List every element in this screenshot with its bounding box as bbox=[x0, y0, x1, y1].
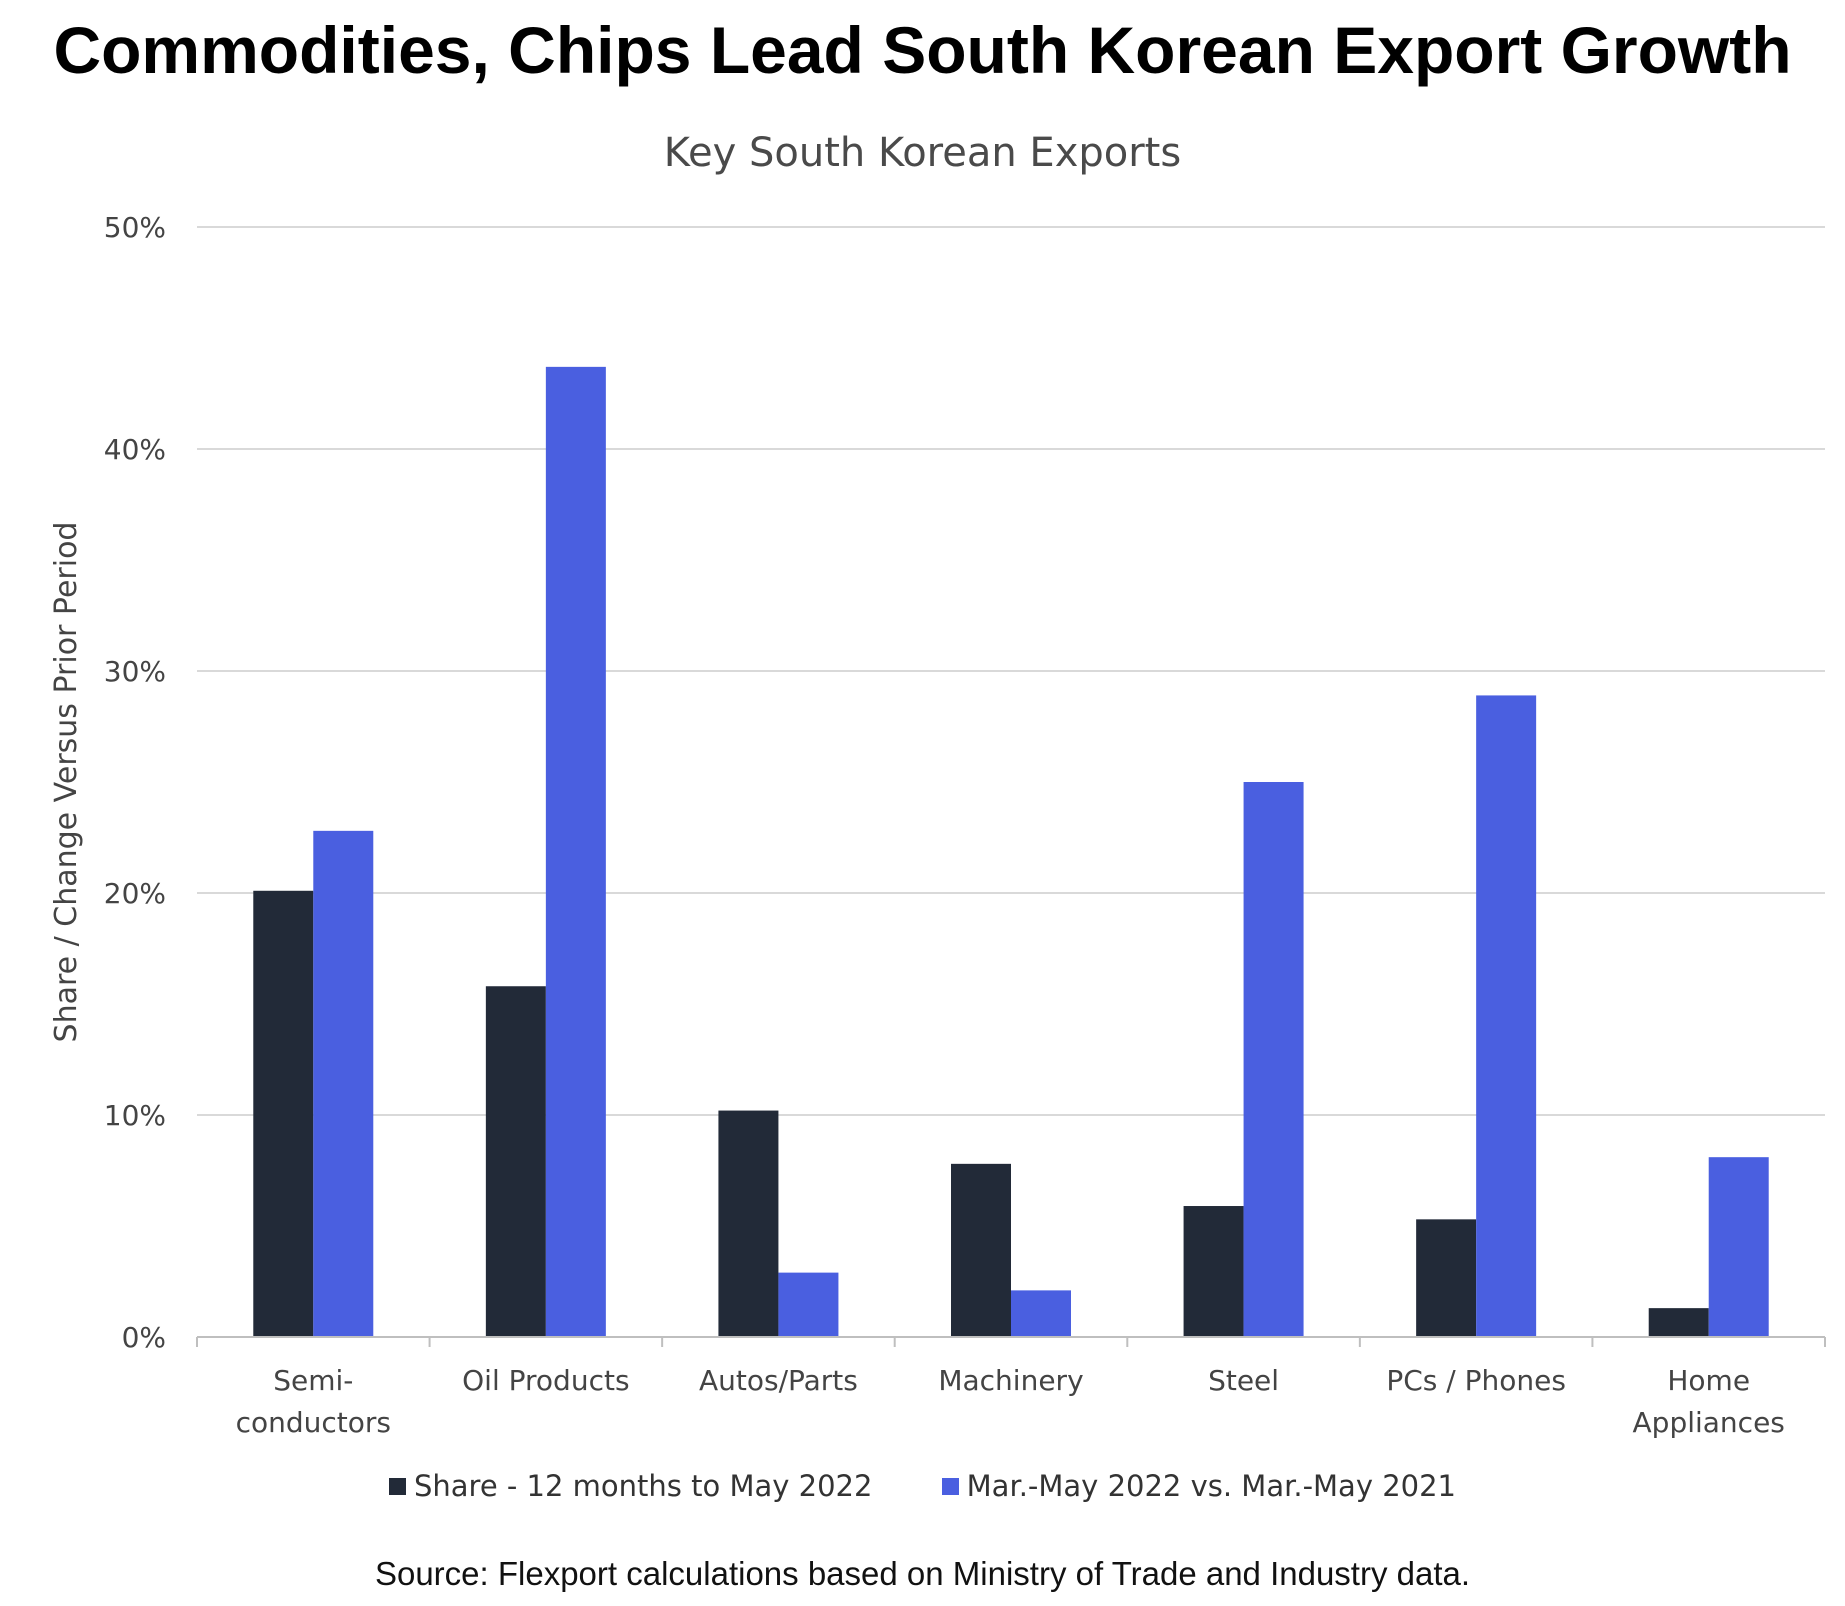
bar-series-1 bbox=[1648, 1308, 1709, 1337]
x-tick-label: Appliances bbox=[1633, 1406, 1785, 1439]
x-tick-label: Oil Products bbox=[462, 1364, 629, 1397]
y-tick-label: 10% bbox=[104, 1099, 166, 1132]
x-axis bbox=[196, 1336, 1826, 1347]
legend-swatch-series-2 bbox=[941, 1477, 959, 1495]
x-tick-label: Semi- bbox=[273, 1364, 353, 1397]
bar-series-1 bbox=[951, 1163, 1011, 1337]
bar-series-1 bbox=[718, 1110, 779, 1337]
x-axis-labels: Semi-conductors Oil Products Autos/Parts Ma… bbox=[236, 1364, 1785, 1439]
bar-chart: 0% 10% 20% 30% 40% 50% Semi-conductors Oil Pro… bbox=[49, 211, 1826, 1439]
x-tick-label: Home bbox=[1667, 1364, 1750, 1397]
x-tick-label: Steel bbox=[1208, 1364, 1279, 1397]
bar-series-2 bbox=[778, 1272, 839, 1337]
legend-item-series-1: Share - 12 months to May 2022 bbox=[388, 1469, 873, 1503]
legend-label-series-1: Share - 12 months to May 2022 bbox=[413, 1469, 873, 1503]
bar-series-2 bbox=[1476, 695, 1537, 1337]
chart-title: Key South Korean Exports bbox=[663, 130, 1182, 176]
legend-swatch-series-1 bbox=[388, 1477, 406, 1495]
bar-series-2 bbox=[545, 366, 606, 1337]
x-tick-label: conductors bbox=[236, 1406, 391, 1439]
bar-series-2 bbox=[313, 830, 374, 1337]
y-axis-ticks: 0% 10% 20% 30% 40% 50% bbox=[104, 211, 166, 1354]
bar-series-2 bbox=[1011, 1290, 1071, 1337]
bar-series-1 bbox=[1183, 1206, 1244, 1337]
y-tick-label: 20% bbox=[104, 877, 166, 910]
y-tick-label: 50% bbox=[104, 211, 166, 244]
x-tick-label: Machinery bbox=[938, 1364, 1083, 1397]
bar-series-2 bbox=[1243, 782, 1304, 1337]
chart-headline: Commodities, Chips Lead South Korean Exp… bbox=[53, 13, 1792, 87]
bar-series-1 bbox=[485, 986, 546, 1337]
gridlines bbox=[197, 226, 1825, 1116]
legend-item-series-2: Mar.-May 2022 vs. Mar.-May 2021 bbox=[941, 1469, 1457, 1503]
y-tick-label: 0% bbox=[122, 1321, 166, 1354]
legend-label-series-2: Mar.-May 2022 vs. Mar.-May 2021 bbox=[966, 1469, 1457, 1503]
bar-series-1 bbox=[1416, 1219, 1477, 1337]
y-tick-label: 40% bbox=[104, 433, 166, 466]
legend: Share - 12 months to May 2022 Mar.-May 2… bbox=[0, 1467, 1845, 1503]
x-tick-label: PCs / Phones bbox=[1386, 1364, 1566, 1397]
bar-series-1 bbox=[253, 890, 314, 1337]
x-tick-label: Autos/Parts bbox=[699, 1364, 858, 1397]
source-note: Source: Flexport calculations based on M… bbox=[374, 1555, 1471, 1592]
bar-series-2 bbox=[1708, 1157, 1769, 1337]
y-tick-label: 30% bbox=[104, 655, 166, 688]
y-axis-label: Share / Change Versus Prior Period bbox=[49, 522, 84, 1043]
bars bbox=[253, 366, 1769, 1337]
